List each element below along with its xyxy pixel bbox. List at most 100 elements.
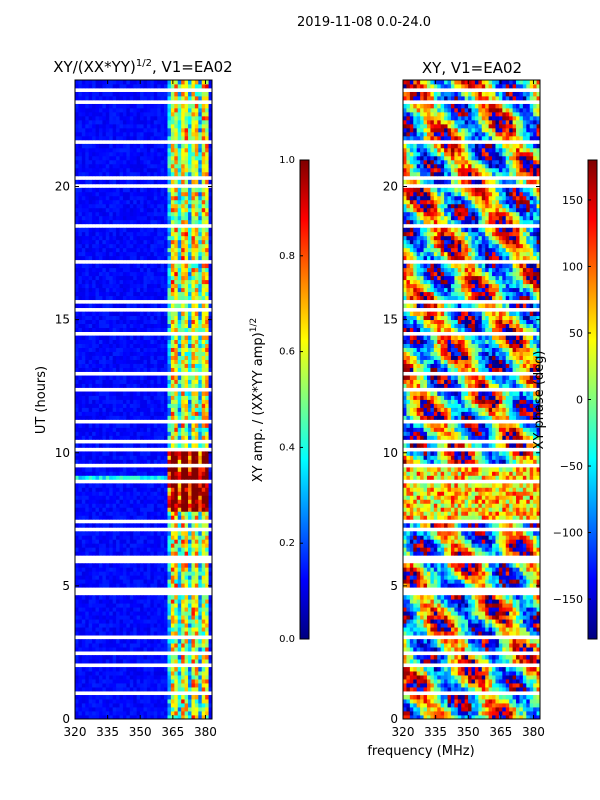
heatmap-cell xyxy=(112,163,117,169)
heatmap-cell xyxy=(129,547,134,552)
heatmap-cell xyxy=(78,195,83,201)
heatmap-cell xyxy=(92,695,96,700)
heatmap-cell xyxy=(188,607,192,612)
heatmap-cell xyxy=(102,443,107,448)
heatmap-cell xyxy=(122,335,127,340)
heatmap-cell xyxy=(105,427,110,432)
heatmap-cell xyxy=(184,383,189,388)
heatmap-cell xyxy=(160,459,165,464)
heatmap-cell xyxy=(119,615,124,620)
heatmap-cell xyxy=(167,647,172,652)
heatmap-cell xyxy=(122,167,127,173)
heatmap-cell xyxy=(170,319,175,325)
heatmap-cell xyxy=(160,127,165,133)
heatmap-cell xyxy=(201,583,206,588)
heatmap-cell xyxy=(174,131,179,137)
heatmap-cell xyxy=(136,411,141,416)
heatmap-cell xyxy=(95,327,100,333)
heatmap-cell xyxy=(164,687,168,692)
heatmap-cell xyxy=(143,359,148,364)
heatmap-cell xyxy=(208,235,213,241)
heatmap-cell xyxy=(102,131,107,137)
heatmap-cell xyxy=(81,243,86,249)
heatmap-cell xyxy=(164,455,168,460)
heatmap-cell xyxy=(129,599,134,604)
heatmap-cell xyxy=(167,195,172,201)
heatmap-cell xyxy=(98,135,103,141)
heatmap-cell xyxy=(140,699,144,704)
heatmap-cell xyxy=(167,699,172,704)
heatmap-cell xyxy=(140,695,144,700)
heatmap-cell xyxy=(78,567,83,572)
heatmap-cell xyxy=(184,503,189,508)
heatmap-cell xyxy=(109,215,114,221)
heatmap-cell xyxy=(157,499,162,504)
heatmap-cell xyxy=(188,367,192,372)
heatmap-cell xyxy=(122,467,127,472)
heatmap-cell xyxy=(122,247,127,253)
heatmap-cell xyxy=(112,619,117,624)
heatmap-cell xyxy=(126,711,131,716)
heatmap-cell xyxy=(181,383,185,388)
heatmap-cell xyxy=(198,435,203,440)
heatmap-cell xyxy=(78,503,83,508)
heatmap-cell xyxy=(146,235,151,241)
heatmap-cell xyxy=(112,395,117,400)
heatmap-cell xyxy=(88,427,93,432)
heatmap-cell xyxy=(146,363,151,368)
heatmap-cell xyxy=(188,239,192,245)
heatmap-cell xyxy=(150,155,155,161)
heatmap-cell xyxy=(184,611,189,616)
heatmap-cell xyxy=(119,383,124,388)
heatmap-cell xyxy=(129,579,134,584)
heatmap-cell xyxy=(170,195,175,201)
heatmap-cell xyxy=(98,707,103,712)
heatmap-cell xyxy=(205,351,209,356)
heatmap-cell xyxy=(109,431,114,436)
heatmap-cell xyxy=(160,695,165,700)
heatmap-cell xyxy=(98,643,103,648)
heatmap-cell xyxy=(98,187,103,193)
heatmap-cell xyxy=(98,459,103,464)
heatmap-cell xyxy=(174,671,179,676)
heatmap-cell xyxy=(150,167,155,173)
heatmap-cell xyxy=(119,187,124,193)
heatmap-cell xyxy=(81,207,86,213)
heatmap-cell xyxy=(75,551,79,556)
heatmap-cell xyxy=(75,707,79,712)
heatmap-cell xyxy=(78,239,83,245)
heatmap-cell xyxy=(88,407,93,412)
heatmap-cell xyxy=(105,295,110,301)
heatmap-cell xyxy=(174,351,179,356)
heatmap-cell xyxy=(188,199,192,205)
heatmap-cell xyxy=(78,163,83,169)
heatmap-cell xyxy=(194,191,199,197)
heatmap-cell xyxy=(126,427,131,432)
heatmap-cell xyxy=(81,127,86,133)
heatmap-cell xyxy=(174,123,179,129)
heatmap-cell xyxy=(102,283,107,289)
heatmap-cell xyxy=(95,159,100,165)
heatmap-cell xyxy=(191,303,196,309)
heatmap-cell xyxy=(119,619,124,624)
heatmap-cell xyxy=(81,435,86,440)
heatmap-cell xyxy=(205,155,209,161)
heatmap-cell xyxy=(153,699,158,704)
heatmap-cell xyxy=(170,407,175,412)
heatmap-cell xyxy=(88,383,93,388)
heatmap-cell xyxy=(188,547,192,552)
heatmap-cell xyxy=(98,603,103,608)
heatmap-cell xyxy=(201,547,206,552)
heatmap-cell xyxy=(198,219,203,225)
heatmap-cell xyxy=(140,515,144,520)
heatmap-cell xyxy=(98,487,103,492)
heatmap-cell xyxy=(126,539,131,544)
heatmap-cell xyxy=(181,495,185,500)
heatmap-cell xyxy=(98,403,103,408)
heatmap-cell xyxy=(208,375,213,380)
heatmap-cell xyxy=(75,567,79,572)
heatmap-cell xyxy=(143,595,148,600)
heatmap-cell xyxy=(109,143,114,149)
heatmap-cell xyxy=(126,411,131,416)
heatmap-cell xyxy=(201,379,206,384)
